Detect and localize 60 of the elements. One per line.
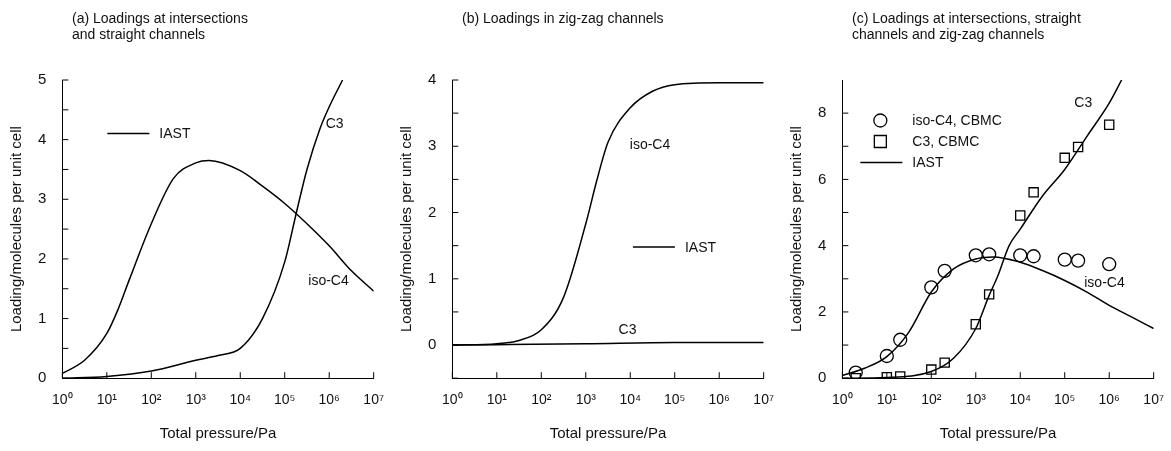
y-tick-label: 0: [818, 368, 827, 386]
x-tick-label: 10²: [141, 391, 162, 408]
x-tick-label: 10⁵: [274, 391, 296, 408]
legend-label: IAST: [684, 238, 717, 255]
x-axis-title: Total pressure/Pa: [549, 424, 668, 442]
x-tick-label: 10⁰: [832, 391, 853, 408]
chart-title: (a) Loadings at intersections and straight channels: [72, 10, 249, 42]
y-tick-label: 0: [38, 368, 47, 386]
y-tick-label: 2: [818, 302, 827, 320]
legend-label: C3, CBMC: [912, 133, 980, 150]
x-axis-title: Total pressure/Pa: [159, 424, 278, 442]
y-tick-label: 1: [428, 268, 437, 286]
annotation: C3: [325, 114, 344, 131]
x-tick-label: 10⁰: [52, 391, 73, 408]
x-tick-label: 10⁶: [708, 391, 730, 408]
x-tick-label: 10³: [965, 391, 987, 408]
y-tick-label: 2: [428, 202, 437, 220]
y-tick-label: 8: [818, 103, 827, 121]
x-tick-label: 10⁶: [318, 391, 340, 408]
y-tick-label: 3: [38, 189, 47, 207]
annotation: iso-C4: [629, 135, 671, 152]
x-tick-label: 10⁴: [619, 391, 642, 408]
x-tick-label: 10³: [185, 391, 207, 408]
x-tick-label: 10⁷: [753, 391, 774, 408]
chart-title: (c) Loadings at intersections, straight channels and zig-zag channels: [852, 10, 1082, 42]
x-axis-title: Total pressure/Pa: [939, 424, 1058, 442]
x-tick-label: 10⁷: [363, 391, 384, 408]
x-tick-label: 10¹: [876, 391, 898, 408]
x-tick-label: 10⁴: [229, 391, 252, 408]
x-tick-label: 10³: [575, 391, 597, 408]
x-tick-label: 10²: [921, 391, 942, 408]
y-tick-label: 3: [428, 136, 437, 154]
x-tick-label: 10⁴: [1009, 391, 1032, 408]
y-tick-label: 6: [818, 169, 827, 187]
y-tick-label: 5: [38, 70, 47, 88]
annotation: C3: [1074, 93, 1093, 110]
x-tick-label: 10²: [531, 391, 552, 408]
legend-label: IAST: [159, 125, 191, 142]
x-tick-label: 10⁶: [1098, 391, 1120, 408]
x-tick-label: 10⁷: [1143, 391, 1164, 408]
y-tick-label: 4: [818, 235, 827, 253]
annotation: iso-C4: [308, 272, 349, 289]
y-tick-label: 4: [38, 129, 47, 147]
x-tick-label: 10⁵: [664, 391, 686, 408]
annotation: iso-C4: [1084, 274, 1125, 291]
x-tick-label: 10¹: [486, 391, 508, 408]
x-tick-label: 10⁵: [1054, 391, 1076, 408]
y-axis-title: Loading/molecules per unit cell: [787, 126, 805, 333]
y-tick-label: 1: [38, 308, 47, 326]
y-tick-label: 2: [38, 249, 47, 267]
y-axis-title: Loading/molecules per unit cell: [397, 126, 415, 333]
y-axis-title: Loading/molecules per unit cell: [7, 126, 25, 333]
y-tick-label: 0: [428, 335, 437, 353]
y-tick-label: 4: [428, 70, 437, 88]
chart-title: (b) Loadings in zig-zag channels: [462, 10, 665, 26]
annotation: C3: [618, 321, 637, 338]
legend-label: iso-C4, CBMC: [912, 112, 1002, 129]
x-tick-label: 10⁰: [442, 391, 463, 408]
x-tick-label: 10¹: [96, 391, 118, 408]
legend-label: IAST: [912, 154, 944, 171]
